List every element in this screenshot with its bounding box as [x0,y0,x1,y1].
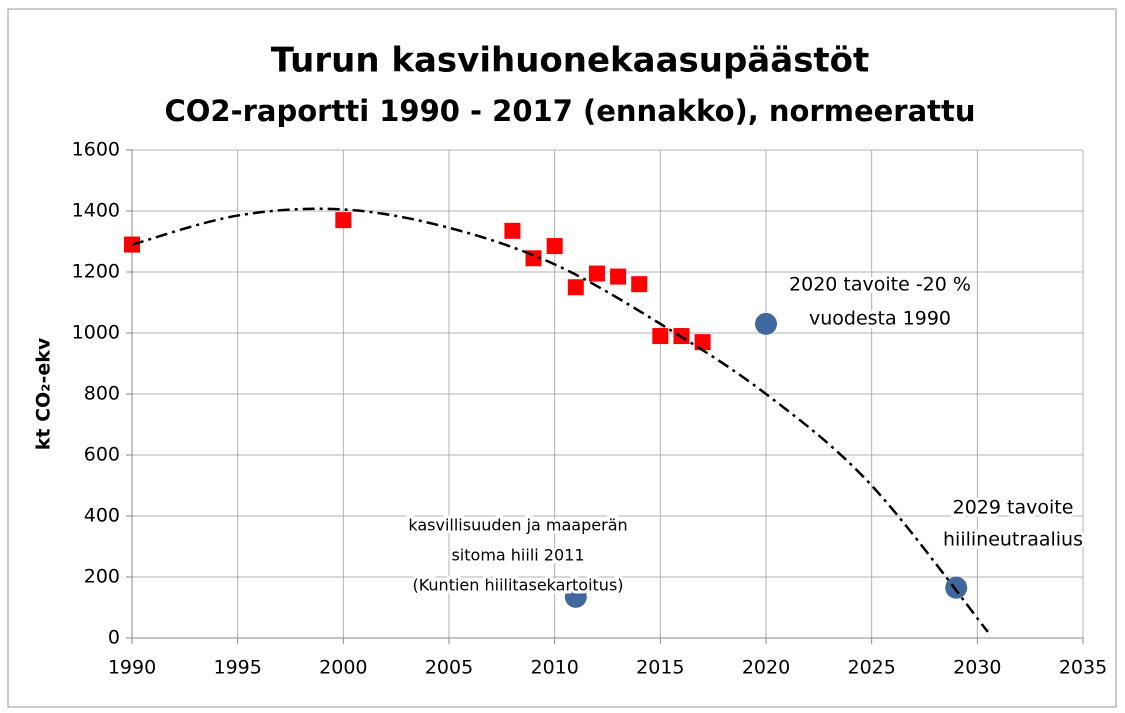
x-tick-label: 1995 [213,657,261,679]
y-tick-label: 1600 [72,139,120,161]
annotation: sitoma hiili 2011 [451,546,584,565]
y-tick-label: 600 [84,444,120,466]
chart-border [7,8,1117,708]
point [504,222,521,239]
chart-title: Turun kasvihuonekaasupäästöt [271,41,870,81]
point [945,576,968,599]
annotation: kasvillisuuden ja maaperän [408,516,627,535]
annotation: hiilineutraalius [943,529,1083,551]
annotation: vuodesta 1990 [809,308,951,330]
y-axis-label: kt CO₂-ekv [33,337,55,450]
point [652,328,669,345]
point [564,585,587,608]
point [610,268,627,285]
chart-subtitle: CO2-raportti 1990 - 2017 (ennakko), norm… [164,94,975,128]
annotation: 2029 tavoite [953,497,1074,519]
x-tick-label: 2015 [636,657,684,679]
point [631,276,648,293]
y-tick-label: 1000 [72,322,120,344]
y-tick-label: 0 [108,627,120,649]
y-tick-label: 400 [84,505,120,527]
x-tick-label: 2025 [847,657,895,679]
y-tick-label: 200 [84,566,120,588]
point [567,279,584,296]
x-tick-label: 2010 [530,657,578,679]
x-tick-label: 2000 [319,657,367,679]
x-tick-label: 2035 [1059,657,1107,679]
point [335,212,352,229]
x-tick-label: 2030 [953,657,1001,679]
y-tick-label: 1400 [72,200,120,222]
x-tick-label: 2020 [742,657,790,679]
annotation: (Kuntien hiilitasekartoitus) [412,576,623,595]
x-tick-label: 1990 [108,657,156,679]
point [588,265,605,282]
point [755,312,777,335]
y-tick-label: 1200 [72,261,120,283]
y-tick-label: 800 [84,383,120,405]
trend-line [131,207,989,633]
point [546,238,563,255]
x-tick-label: 2005 [425,657,473,679]
annotation: 2020 tavoite -20 % [789,274,971,296]
